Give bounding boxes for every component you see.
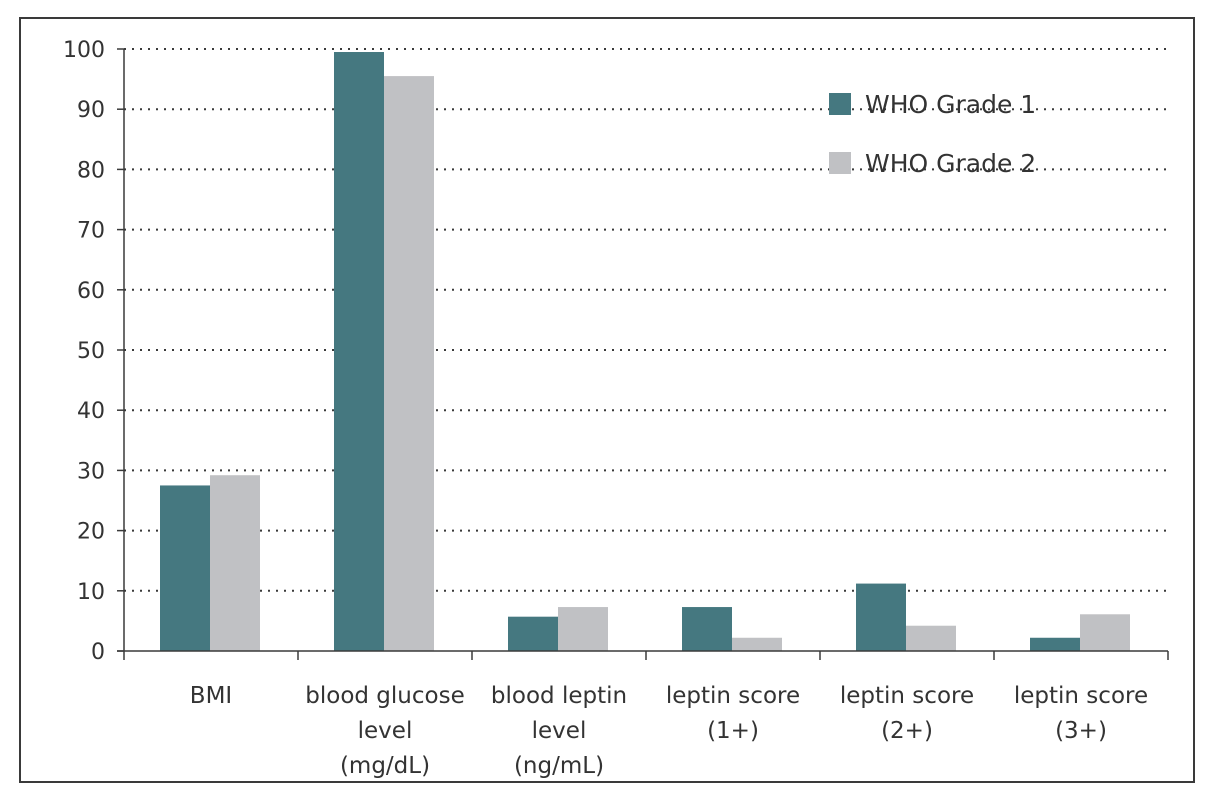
bar-1 [160,485,210,651]
y-tick-label: 80 [77,158,105,183]
bar-1 [1030,637,1080,651]
bar-2 [732,637,782,651]
bar-2 [384,76,434,652]
y-tick-label: 20 [77,520,105,545]
y-tick-label: 10 [77,580,105,605]
x-category-label: leptin score (3+) [1014,683,1148,744]
bar-2 [558,607,608,651]
bar-1 [856,583,906,651]
bar-2 [906,625,956,651]
y-tick-labels: 0 10 20 30 40 50 60 70 80 90 100 [63,38,105,665]
y-tick-label: 100 [63,38,105,63]
bar-2 [210,475,260,651]
y-tick-label: 70 [77,219,105,244]
y-tick-label: 30 [77,459,105,484]
grid-lines [124,48,1168,592]
y-tick-label: 90 [77,98,105,123]
bar-1 [682,607,732,651]
x-category-label: blood glucose level (mg/dL) [305,683,464,779]
bar-2 [1080,614,1130,651]
legend-label: WHO Grade 2 [865,149,1036,178]
y-tick-label: 0 [91,640,105,665]
legend-swatch [829,93,851,115]
x-category-label: BMI [190,683,232,709]
chart-frame [19,17,1195,783]
x-category-label: blood leptin level (ng/mL) [491,683,627,779]
legend-label: WHO Grade 1 [865,90,1036,119]
legend-swatch [829,152,851,174]
x-category-labels: BMI blood glucose level (mg/dL) blood leptin… [190,683,1148,779]
bars [160,52,1130,652]
x-category-label: leptin score (2+) [840,683,974,744]
y-tick-label: 60 [77,279,105,304]
axes [117,48,1169,660]
bar-1 [508,616,558,651]
x-category-label: leptin score (1+) [666,683,800,744]
y-tick-label: 50 [77,339,105,364]
legend: WHO Grade 1 WHO Grade 2 [829,90,1036,178]
y-tick-label: 40 [77,399,105,424]
bar-1 [334,52,384,651]
